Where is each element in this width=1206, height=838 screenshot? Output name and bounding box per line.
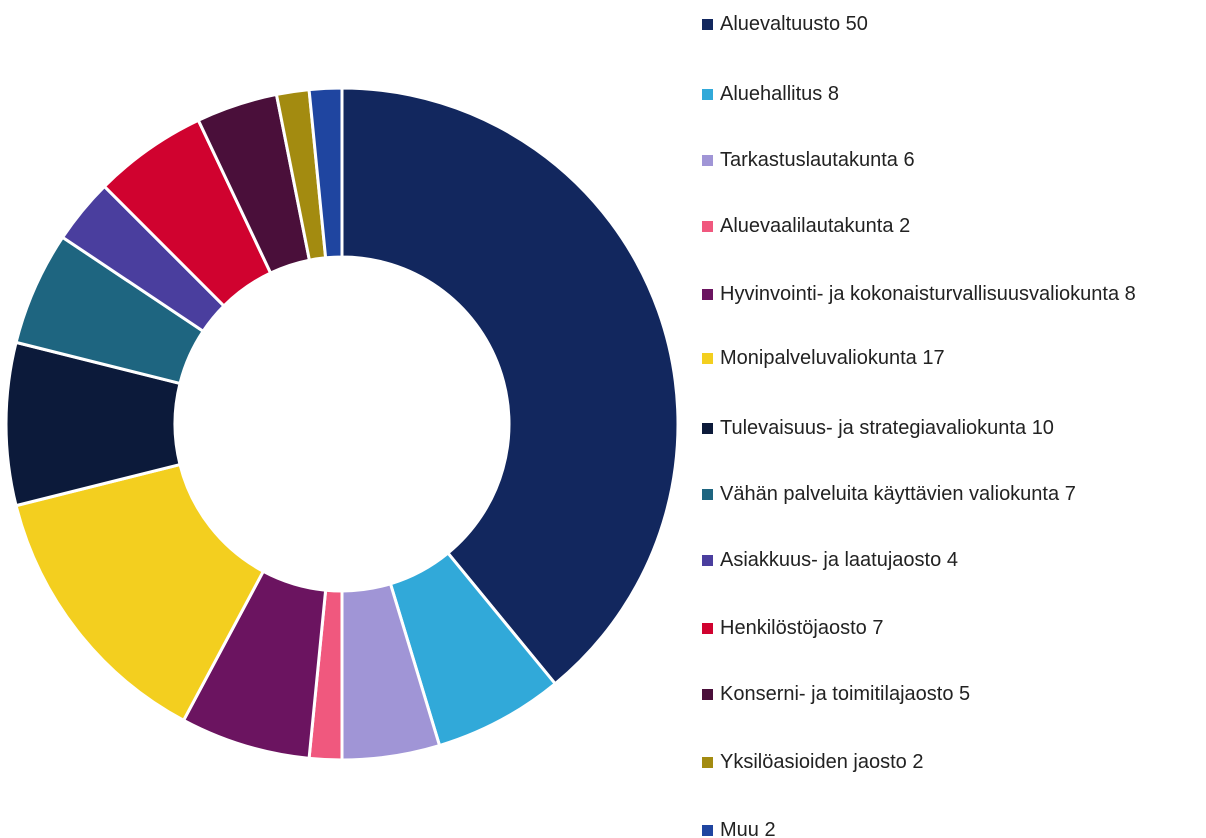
legend-value: 6	[903, 149, 915, 171]
donut	[4, 86, 680, 762]
legend-swatch	[702, 155, 713, 166]
legend-value: 7	[1064, 483, 1076, 505]
legend-label: Aluehallitus	[720, 83, 823, 105]
legend-swatch	[702, 555, 713, 566]
legend-label: Asiakkuus- ja laatujaosto	[720, 549, 942, 571]
legend-value: 10	[1031, 417, 1054, 439]
legend-label: Hyvinvointi- ja kokonaisturvallisuusvali…	[720, 283, 1120, 305]
donut-slice	[340, 86, 680, 686]
legend-value: 17	[922, 347, 945, 369]
legend-label: Aluevaalilautakunta	[720, 215, 894, 237]
legend-entry: Monipalveluvaliokunta 17	[720, 342, 1198, 374]
legend-swatch	[702, 423, 713, 434]
legend-swatch	[702, 689, 713, 700]
legend-value: 50	[845, 13, 868, 35]
legend-entry: Muu 2	[720, 814, 1198, 838]
legend-label: Tarkastuslautakunta	[720, 149, 898, 171]
legend-value: 4	[946, 549, 958, 571]
legend-value: 2	[899, 215, 911, 237]
legend-value: 8	[1124, 283, 1136, 305]
legend-swatch	[702, 353, 713, 364]
legend-swatch	[702, 623, 713, 634]
legend-label: Muu	[720, 819, 759, 838]
legend-swatch	[702, 825, 713, 836]
legend-label: Yksilöasioiden jaosto	[720, 751, 907, 773]
legend-label: Henkilöstöjaosto	[720, 617, 867, 639]
legend-label: Konserni- ja toimitilajaosto	[720, 683, 954, 705]
legend-entry: Henkilöstöjaosto 7	[720, 612, 1198, 644]
legend-swatch	[702, 89, 713, 100]
legend-swatch	[702, 19, 713, 30]
donut-slice	[14, 462, 266, 723]
legend-entry: Hyvinvointi- ja kokonaisturvallisuusvali…	[720, 278, 1198, 310]
legend-swatch	[702, 289, 713, 300]
legend-entry: Aluevaalilautakunta 2	[720, 210, 1198, 242]
legend-value: 8	[827, 83, 840, 105]
legend-swatch	[702, 221, 713, 232]
legend-entry: Konserni- ja toimitilajaosto 5	[720, 678, 1198, 710]
legend-entry: Yksilöasioiden jaosto 2	[720, 746, 1198, 778]
legend-label: Vähän palveluita käyttävien valiokunta	[720, 483, 1060, 505]
legend-entry: Aluehallitus 8	[720, 78, 1198, 110]
legend-value: 2	[764, 819, 776, 838]
legend-entry: Tulevaisuus- ja strategiavaliokunta 10	[720, 412, 1198, 444]
legend-value: 7	[872, 617, 884, 639]
legend-label: Aluevaltuusto	[720, 13, 841, 35]
legend-swatch	[702, 489, 713, 500]
legend-label: Monipalveluvaliokunta	[720, 347, 917, 369]
legend-entry: Vähän palveluita käyttävien valiokunta 7	[720, 478, 1198, 510]
legend-value: 5	[959, 683, 971, 705]
legend-label: Tulevaisuus- ja strategiavaliokunta	[720, 417, 1027, 439]
donut-slice	[307, 86, 344, 260]
legend-swatch	[702, 757, 713, 768]
legend-entry: Tarkastuslautakunta 6	[720, 144, 1198, 176]
legend-entry: Asiakkuus- ja laatujaosto 4	[720, 544, 1198, 576]
legend-entry: Aluevaltuusto 50	[720, 8, 1198, 40]
legend-value: 2	[912, 751, 924, 773]
